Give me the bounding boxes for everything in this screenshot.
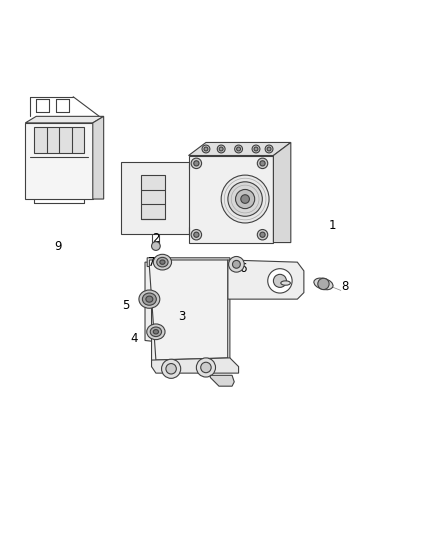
Circle shape bbox=[260, 161, 265, 166]
Polygon shape bbox=[152, 358, 239, 373]
Text: 8: 8 bbox=[342, 280, 349, 293]
Polygon shape bbox=[149, 260, 228, 360]
Ellipse shape bbox=[204, 147, 208, 151]
Polygon shape bbox=[121, 162, 191, 234]
Polygon shape bbox=[147, 258, 230, 367]
Text: 5: 5 bbox=[122, 299, 129, 312]
Circle shape bbox=[221, 175, 269, 223]
Circle shape bbox=[162, 359, 181, 378]
Ellipse shape bbox=[142, 293, 156, 305]
Polygon shape bbox=[188, 142, 291, 156]
Text: 9: 9 bbox=[54, 240, 62, 253]
Circle shape bbox=[166, 364, 177, 374]
Polygon shape bbox=[93, 116, 104, 199]
Polygon shape bbox=[25, 123, 93, 199]
Text: 2: 2 bbox=[152, 232, 159, 245]
Circle shape bbox=[233, 261, 240, 268]
Ellipse shape bbox=[202, 145, 210, 153]
Polygon shape bbox=[188, 156, 273, 243]
Polygon shape bbox=[210, 375, 234, 386]
Circle shape bbox=[194, 232, 199, 237]
Ellipse shape bbox=[160, 260, 165, 264]
Ellipse shape bbox=[217, 145, 225, 153]
Text: 7: 7 bbox=[148, 256, 155, 269]
Circle shape bbox=[273, 274, 286, 287]
Text: 6: 6 bbox=[239, 262, 247, 275]
Ellipse shape bbox=[219, 147, 223, 151]
Ellipse shape bbox=[267, 147, 271, 151]
Ellipse shape bbox=[254, 147, 258, 151]
Circle shape bbox=[201, 362, 211, 373]
Polygon shape bbox=[25, 116, 104, 123]
Circle shape bbox=[191, 230, 201, 240]
Text: 1: 1 bbox=[328, 219, 336, 232]
Circle shape bbox=[194, 161, 199, 166]
Polygon shape bbox=[273, 142, 291, 243]
Text: 4: 4 bbox=[131, 332, 138, 345]
Ellipse shape bbox=[139, 290, 160, 308]
Ellipse shape bbox=[281, 281, 290, 285]
Ellipse shape bbox=[314, 278, 333, 290]
Ellipse shape bbox=[157, 257, 168, 267]
Ellipse shape bbox=[252, 145, 260, 153]
Polygon shape bbox=[228, 260, 304, 299]
Circle shape bbox=[196, 358, 215, 377]
Polygon shape bbox=[145, 262, 228, 349]
Bar bbox=[34, 127, 84, 154]
Circle shape bbox=[152, 241, 160, 251]
Ellipse shape bbox=[265, 145, 273, 153]
Bar bbox=[141, 175, 165, 219]
Ellipse shape bbox=[235, 145, 243, 153]
Ellipse shape bbox=[146, 296, 153, 302]
Circle shape bbox=[236, 189, 254, 208]
Ellipse shape bbox=[147, 324, 165, 340]
Circle shape bbox=[257, 158, 268, 168]
Circle shape bbox=[228, 182, 262, 216]
Ellipse shape bbox=[237, 147, 240, 151]
Circle shape bbox=[268, 269, 292, 293]
Circle shape bbox=[257, 230, 268, 240]
Ellipse shape bbox=[153, 329, 159, 334]
Circle shape bbox=[260, 232, 265, 237]
Text: 3: 3 bbox=[178, 310, 186, 323]
Circle shape bbox=[241, 195, 249, 204]
Circle shape bbox=[191, 158, 201, 168]
Ellipse shape bbox=[153, 254, 172, 270]
Ellipse shape bbox=[150, 327, 162, 336]
Circle shape bbox=[229, 256, 244, 272]
Circle shape bbox=[318, 278, 329, 289]
